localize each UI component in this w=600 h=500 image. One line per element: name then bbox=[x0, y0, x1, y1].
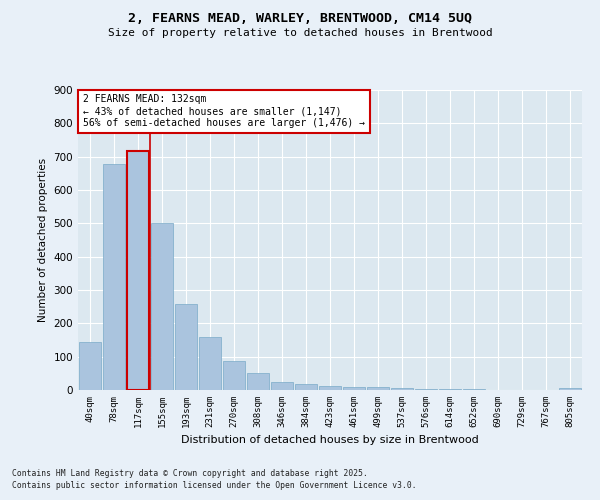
Bar bbox=[271, 382, 293, 390]
Y-axis label: Number of detached properties: Number of detached properties bbox=[38, 158, 48, 322]
Bar bbox=[103, 164, 125, 390]
Bar bbox=[223, 360, 245, 390]
Text: Contains HM Land Registry data © Crown copyright and database right 2025.: Contains HM Land Registry data © Crown c… bbox=[12, 468, 368, 477]
Text: 2, FEARNS MEAD, WARLEY, BRENTWOOD, CM14 5UQ: 2, FEARNS MEAD, WARLEY, BRENTWOOD, CM14 … bbox=[128, 12, 472, 26]
Bar bbox=[559, 388, 581, 390]
Bar bbox=[319, 386, 341, 390]
Bar bbox=[391, 388, 413, 390]
Bar bbox=[247, 372, 269, 390]
Bar bbox=[295, 384, 317, 390]
Bar bbox=[151, 224, 173, 390]
Bar bbox=[79, 342, 101, 390]
Text: Size of property relative to detached houses in Brentwood: Size of property relative to detached ho… bbox=[107, 28, 493, 38]
Bar bbox=[127, 150, 149, 390]
Text: 2 FEARNS MEAD: 132sqm
← 43% of detached houses are smaller (1,147)
56% of semi-d: 2 FEARNS MEAD: 132sqm ← 43% of detached … bbox=[83, 94, 365, 128]
Bar bbox=[199, 336, 221, 390]
Bar bbox=[415, 389, 437, 390]
X-axis label: Distribution of detached houses by size in Brentwood: Distribution of detached houses by size … bbox=[181, 436, 479, 446]
Bar bbox=[343, 386, 365, 390]
Bar bbox=[367, 388, 389, 390]
Bar bbox=[175, 304, 197, 390]
Text: Contains public sector information licensed under the Open Government Licence v3: Contains public sector information licen… bbox=[12, 481, 416, 490]
